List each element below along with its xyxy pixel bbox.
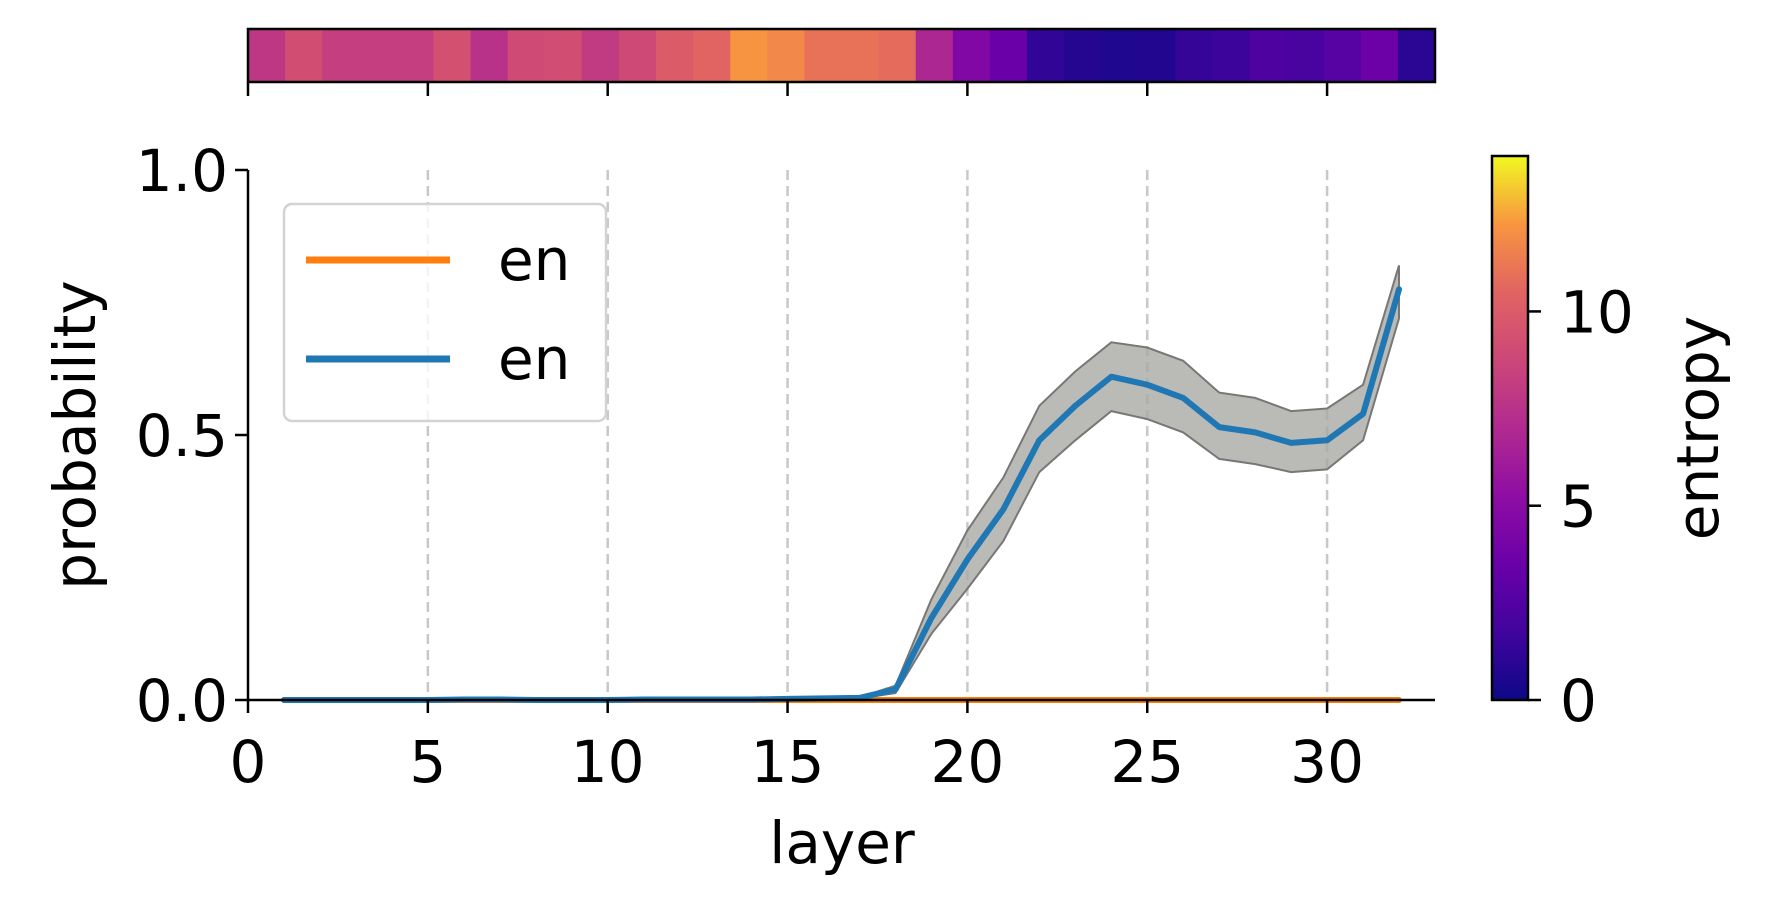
- entropy-cell: [1323, 29, 1362, 82]
- entropy-cell: [359, 29, 397, 82]
- entropy-cell: [1101, 29, 1139, 82]
- legend-label-1: en: [498, 226, 570, 294]
- y-axis-ticks: 0.0 0.5 1.0: [136, 137, 248, 735]
- colorbar-tick-label: 0: [1560, 667, 1597, 735]
- x-tick-label: 0: [230, 728, 267, 796]
- legend-label-2: en: [498, 325, 570, 393]
- entropy-cell: [952, 29, 991, 82]
- y-tick-label: 0.0: [136, 667, 228, 735]
- x-tick-label: 30: [1290, 728, 1364, 796]
- entropy-cell: [1175, 29, 1214, 82]
- entropy-cell: [248, 29, 286, 82]
- entropy-cell: [730, 29, 768, 82]
- entropy-cell: [989, 29, 1028, 82]
- entropy-cell: [433, 29, 472, 82]
- y-tick-label: 1.0: [136, 137, 228, 205]
- x-tick-label: 25: [1110, 728, 1184, 796]
- entropy-cell: [1249, 29, 1288, 82]
- legend: en en: [282, 202, 608, 423]
- entropy-cell: [1397, 29, 1436, 82]
- entropy-cell: [656, 29, 694, 82]
- entropy-cell: [1360, 29, 1399, 82]
- x-tick-label: 20: [930, 728, 1004, 796]
- x-tick-label: 5: [409, 728, 446, 796]
- y-tick-label: 0.5: [136, 402, 228, 470]
- entropy-cell: [322, 29, 360, 82]
- entropy-cell: [767, 29, 806, 82]
- entropy-cell: [581, 29, 620, 82]
- entropy-cell: [285, 29, 323, 82]
- x-tick-label: 10: [571, 728, 645, 796]
- colorbar: [1490, 154, 1530, 702]
- y-axis-title: probability: [41, 280, 109, 589]
- entropy-cell: [470, 29, 509, 82]
- entropy-cell: [915, 29, 954, 82]
- entropy-strip-frame: [246, 27, 1437, 84]
- entropy-cell: [544, 29, 583, 82]
- x-axis-title: layer: [769, 809, 915, 877]
- entropy-cell: [1286, 29, 1325, 82]
- entropy-cell: [618, 29, 657, 82]
- entropy-cell: [1212, 29, 1251, 82]
- colorbar-ticks: 0 5 10: [1528, 278, 1634, 735]
- entropy-cell: [878, 29, 917, 82]
- entropy-cell: [841, 29, 880, 82]
- x-tick-label: 15: [751, 728, 825, 796]
- entropy-cell: [507, 29, 546, 82]
- x-axis-ticks: 0 5 10 15 20 25 30: [230, 700, 1364, 796]
- entropy-cell: [804, 29, 843, 82]
- entropy-cell: [1138, 29, 1176, 82]
- entropy-cell: [1064, 29, 1102, 82]
- entropy-cell: [693, 29, 731, 82]
- colorbar-title: entropy: [1664, 316, 1732, 540]
- entropy-strip: [248, 29, 1436, 82]
- colorbar-tick-label: 10: [1560, 278, 1634, 346]
- entropy-cell: [1026, 29, 1065, 82]
- entropy-cell: [396, 29, 435, 82]
- colorbar-tick-label: 5: [1560, 473, 1597, 541]
- entropy-strip-ticks: [246, 82, 1329, 96]
